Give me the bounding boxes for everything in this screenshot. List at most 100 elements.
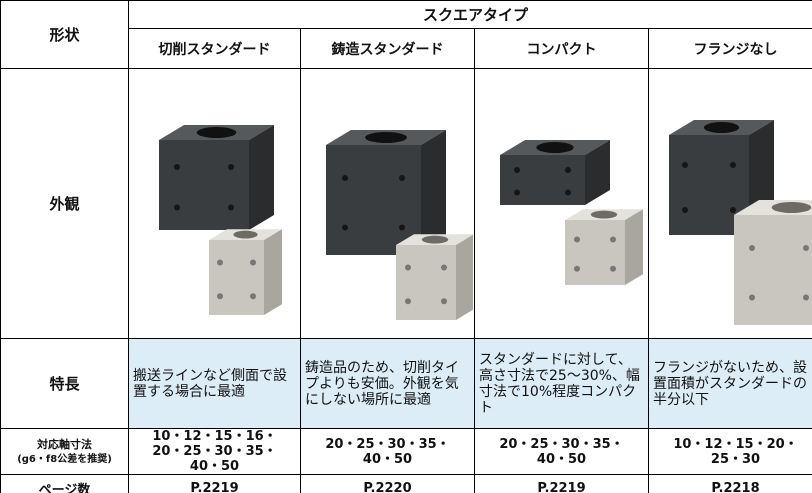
screw-hole	[441, 264, 447, 270]
shaft-sizes: 20・25・30・35・40・50	[325, 436, 450, 467]
group-title: スクエアタイプ	[423, 6, 529, 24]
product-image	[159, 124, 282, 315]
part-block	[326, 129, 446, 255]
block-front	[159, 139, 249, 230]
feature-cell: 搬送ラインなど側面で設置する場合に最適	[128, 338, 301, 429]
page-number: P.2219	[537, 480, 586, 493]
screw-hole	[574, 265, 580, 272]
row-label: 特長	[0, 338, 129, 429]
label: 形状	[49, 26, 80, 44]
block-front	[734, 214, 812, 325]
part-block	[396, 233, 473, 320]
screw-hole	[405, 297, 411, 304]
note: (g6・f8公差を推奨)	[17, 453, 112, 465]
bore	[421, 235, 449, 244]
page-cell: P.2219	[128, 474, 301, 493]
bore	[703, 121, 740, 133]
column-header: コンパクト	[474, 28, 649, 69]
image-cell	[474, 68, 649, 339]
row-label: 対応軸寸法 (g6・f8公差を推奨)	[0, 428, 129, 475]
screw-hole	[174, 204, 180, 210]
column-title: コンパクト	[526, 41, 597, 58]
page-cell: P.2219	[474, 474, 649, 493]
page-number: P.2219	[190, 480, 239, 493]
block-side	[421, 129, 446, 255]
row-label: 形状	[0, 0, 129, 69]
column-title: 切削スタンダード	[158, 41, 271, 58]
screw-hole	[405, 264, 411, 270]
shaft-sizes: 10・12・15・20・25・30	[673, 436, 798, 467]
block-front	[500, 154, 585, 205]
screw-hole	[228, 204, 234, 210]
screw-hole	[514, 189, 520, 195]
product-image	[500, 139, 643, 285]
bore	[771, 201, 812, 213]
column-header: 切削スタンダード	[128, 28, 301, 69]
label: 外観	[49, 195, 80, 213]
feature-text: 鋳造品のため、切削タイプよりも安価。外観を気にしない場所に最適	[305, 359, 459, 408]
column-header: フランジなし	[647, 28, 812, 69]
feature-text: フランジがないため、設置面積がスタンダードの半分以下	[653, 359, 807, 408]
screw-hole	[217, 259, 223, 265]
screw-hole	[803, 244, 809, 251]
feature-cell: フランジがないため、設置面積がスタンダードの半分以下	[647, 338, 812, 429]
screw-hole	[228, 163, 234, 170]
column-title: フランジなし	[693, 41, 778, 58]
product-image	[326, 129, 473, 320]
block-front	[209, 239, 264, 315]
row-label: 外観	[0, 68, 129, 339]
part-block	[159, 124, 274, 230]
screw-hole	[217, 292, 223, 299]
block-front	[326, 144, 421, 255]
bore	[233, 230, 258, 239]
screw-hole	[749, 244, 755, 251]
label: 対応軸寸法	[37, 437, 92, 451]
block-front	[565, 219, 625, 285]
feature-cell: 鋳造品のため、切削タイプよりも安価。外観を気にしない場所に最適	[300, 338, 475, 429]
page-cell: P.2220	[300, 474, 475, 493]
column-header: 鋳造スタンダード	[300, 28, 475, 69]
screw-hole	[610, 265, 616, 272]
bore	[196, 126, 237, 138]
part-block	[500, 139, 610, 205]
screw-hole	[565, 189, 571, 195]
shaft-cell: 20・25・30・35・40・50	[300, 428, 475, 475]
screw-hole	[682, 161, 688, 168]
screw-hole	[342, 174, 348, 181]
screw-hole	[730, 161, 736, 168]
block-side	[456, 234, 473, 320]
block-front	[396, 244, 456, 320]
shaft-cell: 10・12・15・20・25・30	[647, 428, 812, 475]
screw-hole	[682, 206, 688, 213]
screw-hole	[749, 294, 755, 300]
label: ページ数	[38, 482, 91, 493]
screw-hole	[514, 166, 520, 173]
page-number: P.2218	[711, 480, 760, 493]
product-image	[669, 119, 812, 325]
image-cell	[647, 68, 812, 339]
screw-hole	[250, 259, 256, 265]
shaft-sizes: 20・25・30・35・40・50	[499, 436, 624, 467]
screw-hole	[610, 236, 616, 242]
part-block	[565, 208, 643, 285]
shaft-cell: 10・12・15・16・20・25・30・35・40・50	[128, 428, 301, 475]
block-side	[264, 228, 282, 315]
page-number: P.2220	[363, 480, 412, 493]
block-side	[585, 139, 610, 205]
page-cell: P.2218	[647, 474, 812, 493]
block-side	[249, 124, 274, 230]
group-header: スクエアタイプ	[127, 0, 812, 29]
bore	[365, 131, 407, 143]
part-block	[734, 199, 812, 325]
screw-hole	[803, 294, 809, 300]
screw-hole	[342, 224, 348, 230]
bore	[590, 210, 618, 219]
label: 特長	[49, 375, 80, 393]
part-block	[209, 228, 282, 315]
screw-hole	[250, 292, 256, 299]
screw-hole	[730, 206, 736, 213]
image-cell	[128, 68, 301, 339]
screw-hole	[399, 174, 405, 181]
shaft-sizes: 10・12・15・16・20・25・30・35・40・50	[152, 429, 277, 474]
